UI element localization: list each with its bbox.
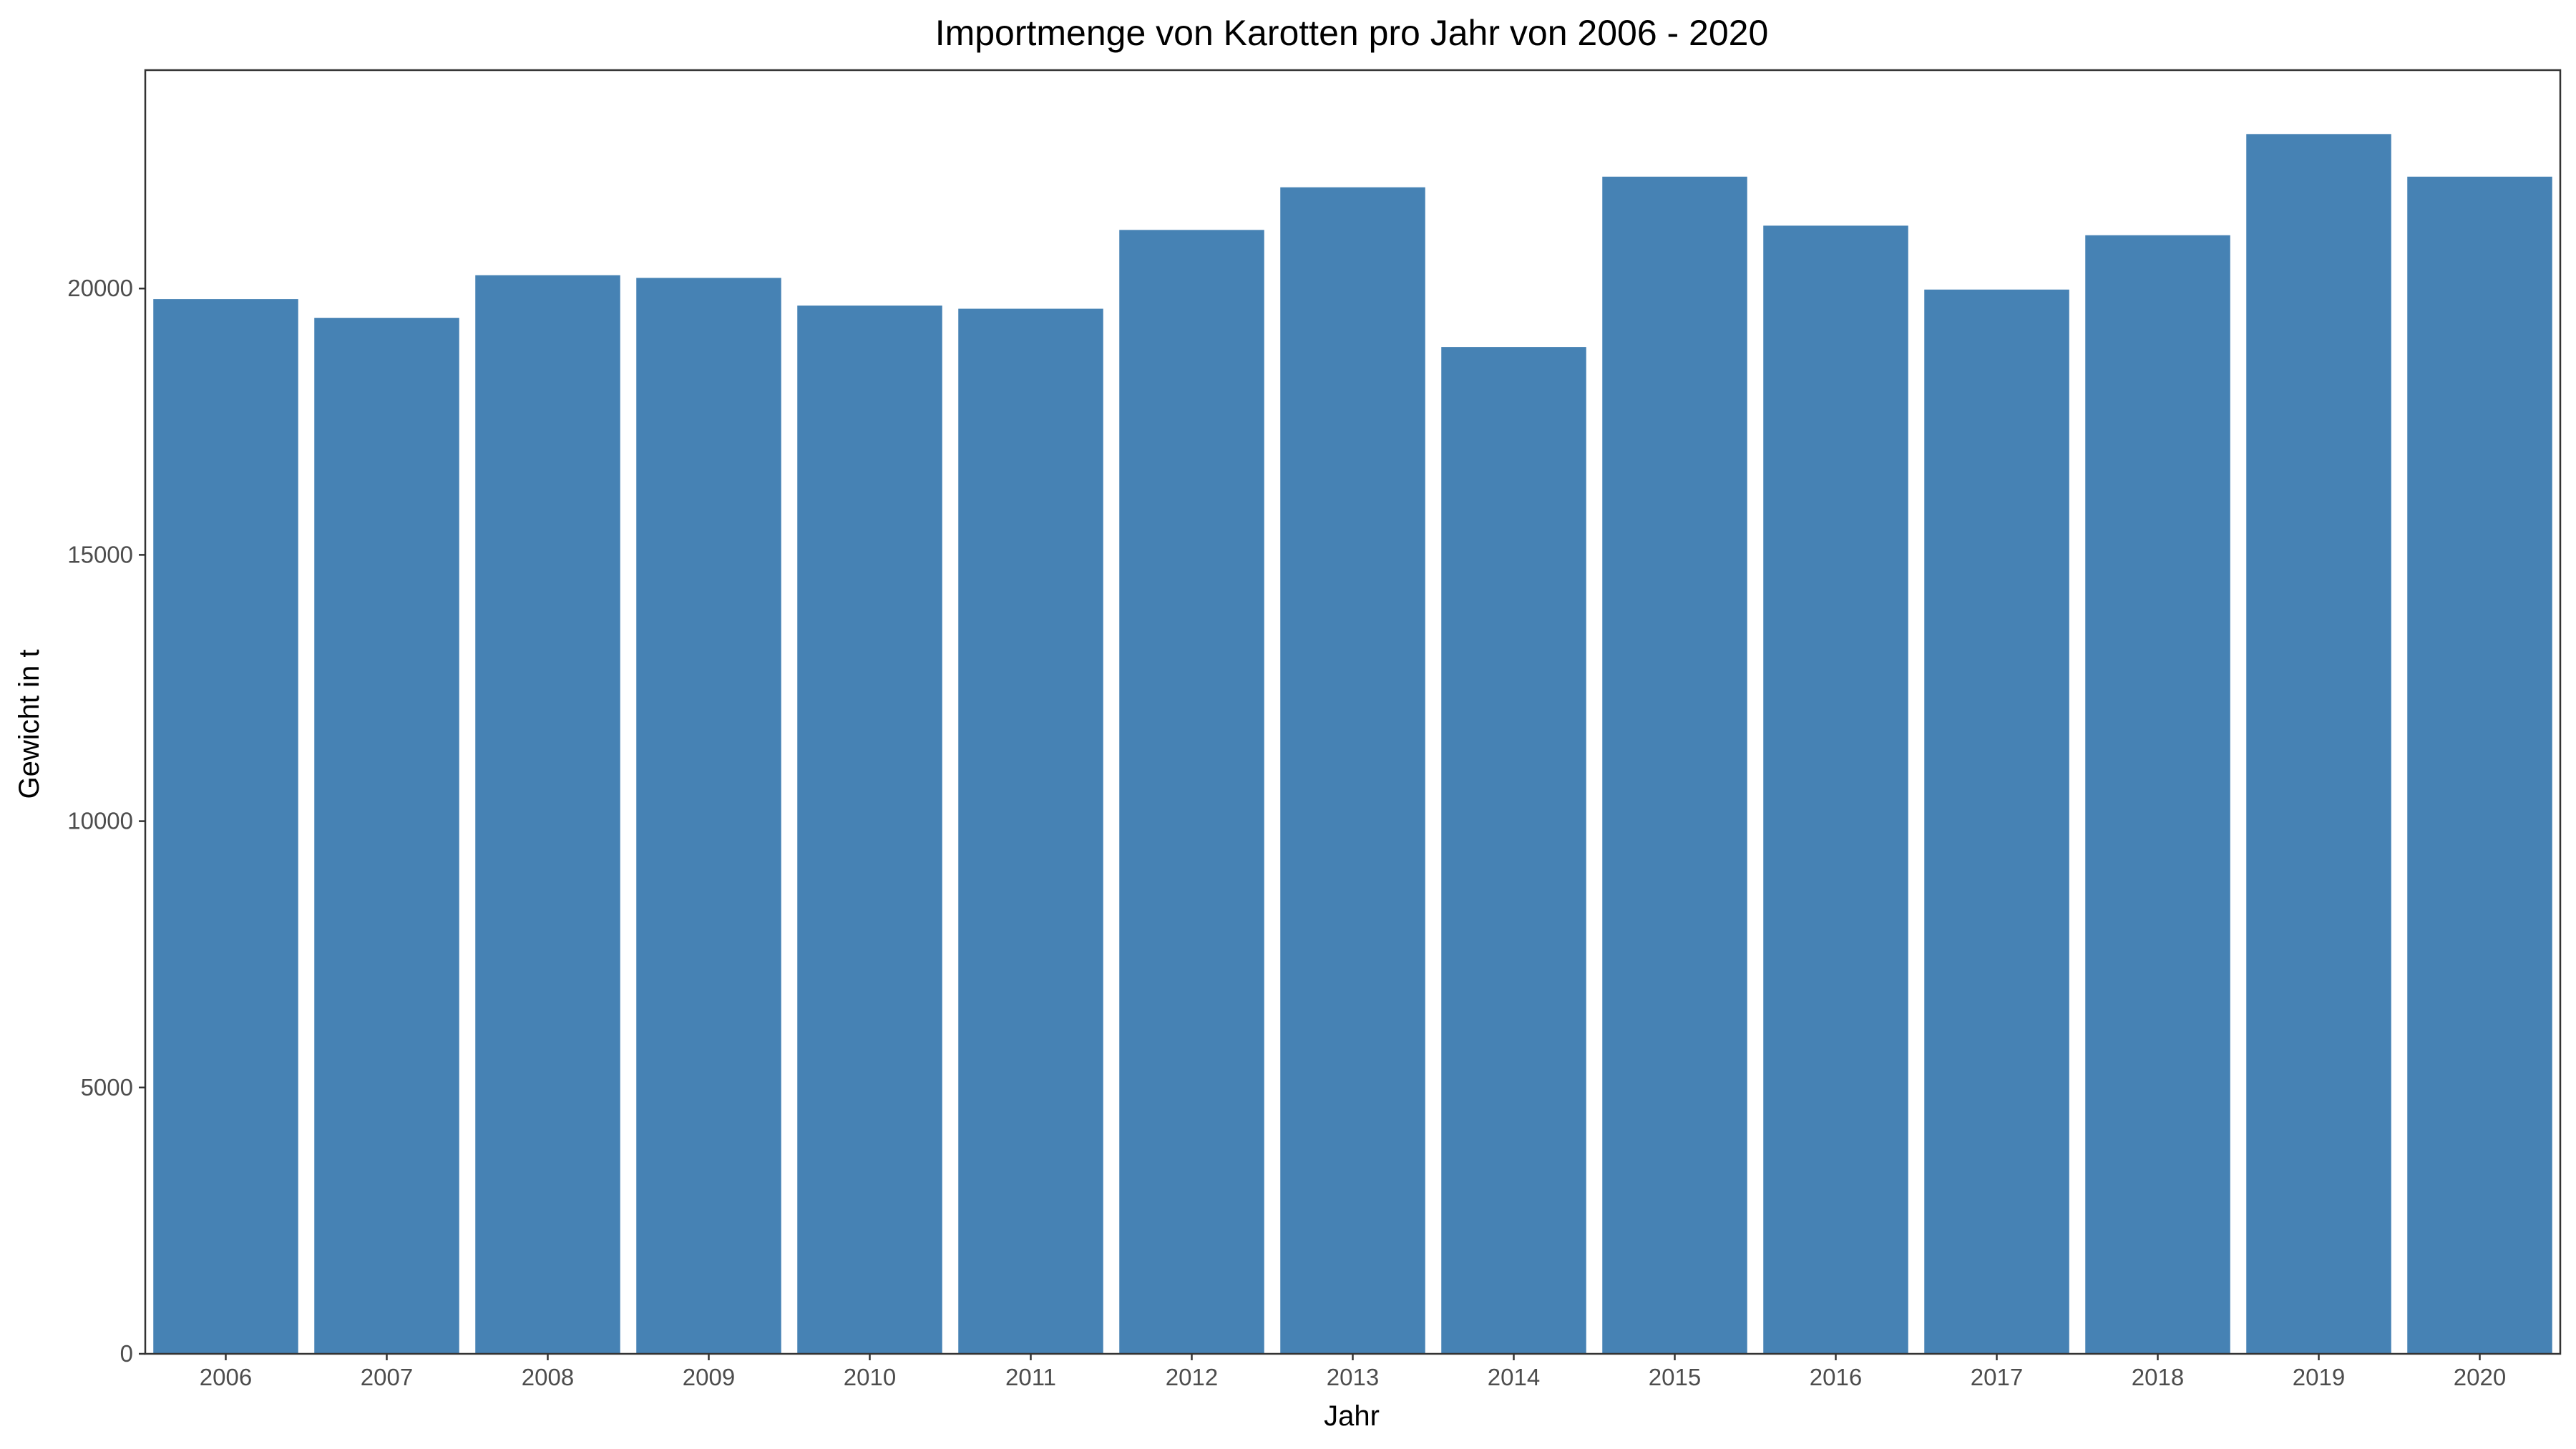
bar-2010 bbox=[797, 306, 942, 1354]
y-axis-title: Gewicht in t bbox=[14, 650, 45, 799]
x-tick-label: 2011 bbox=[1005, 1364, 1056, 1390]
x-tick-label: 2009 bbox=[683, 1364, 735, 1390]
bar-2011 bbox=[958, 308, 1103, 1354]
y-tick-label: 5000 bbox=[81, 1074, 133, 1101]
x-axis-title: Jahr bbox=[1324, 1400, 1380, 1432]
x-tick-label: 2014 bbox=[1488, 1364, 1540, 1390]
x-tick-label: 2019 bbox=[2293, 1364, 2345, 1390]
y-tick-label: 0 bbox=[120, 1340, 133, 1367]
y-tick-label: 15000 bbox=[67, 541, 133, 567]
bar-2012 bbox=[1119, 230, 1264, 1354]
chart-title: Importmenge von Karotten pro Jahr von 20… bbox=[935, 13, 1769, 53]
plot-border bbox=[144, 69, 2562, 1355]
x-tick-label: 2012 bbox=[1166, 1364, 1218, 1390]
bar-2006 bbox=[153, 299, 298, 1355]
bar-2008 bbox=[475, 275, 620, 1355]
bar-2018 bbox=[2085, 235, 2230, 1354]
x-tick-label: 2016 bbox=[1810, 1364, 1862, 1390]
x-tick-label: 2018 bbox=[2132, 1364, 2184, 1390]
x-tick-label: 2010 bbox=[844, 1364, 896, 1390]
bar-2014 bbox=[1441, 347, 1586, 1355]
x-tick-label: 2015 bbox=[1649, 1364, 1701, 1390]
bar-2017 bbox=[1924, 289, 2069, 1355]
bar-2020 bbox=[2407, 176, 2552, 1354]
x-axis: 2006 2007 2008 2009 2010 2011 2012 2013 2014 2015… bbox=[200, 1354, 2506, 1390]
x-tick-label: 2020 bbox=[2454, 1364, 2506, 1390]
y-tick-label: 10000 bbox=[67, 808, 133, 834]
x-tick-label: 2006 bbox=[200, 1364, 252, 1390]
bar-2009 bbox=[636, 278, 781, 1354]
bars-group bbox=[153, 134, 2552, 1355]
y-axis: 0 5000 10000 15000 20000 bbox=[67, 275, 145, 1367]
bar-2007 bbox=[314, 318, 459, 1354]
bar-2016 bbox=[1763, 225, 1908, 1354]
y-tick-label: 20000 bbox=[67, 275, 133, 301]
bar-2019 bbox=[2246, 134, 2391, 1355]
bar-2013 bbox=[1280, 187, 1425, 1354]
x-tick-label: 2008 bbox=[522, 1364, 574, 1390]
x-tick-label: 2007 bbox=[361, 1364, 413, 1390]
bar-2015 bbox=[1602, 176, 1747, 1354]
x-tick-label: 2017 bbox=[1971, 1364, 2023, 1390]
x-tick-label: 2013 bbox=[1327, 1364, 1379, 1390]
